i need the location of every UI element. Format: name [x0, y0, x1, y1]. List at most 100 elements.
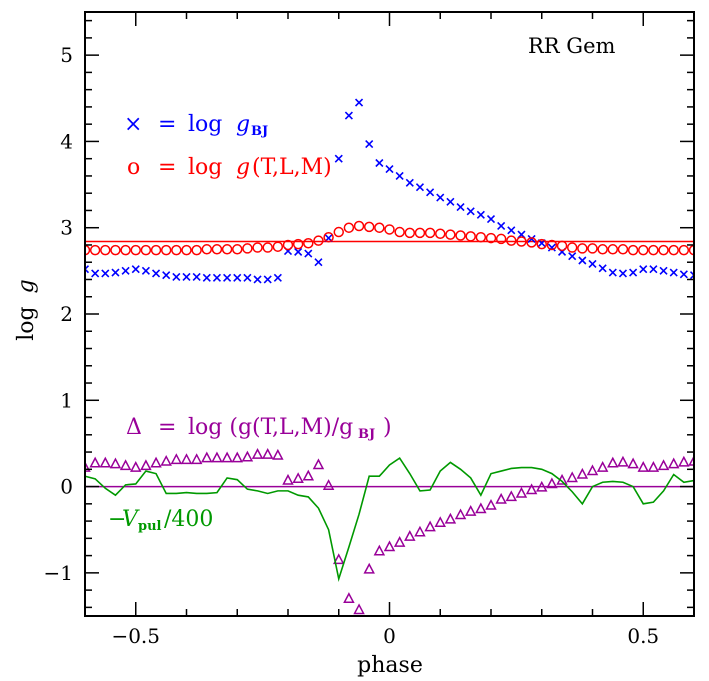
triangle-point — [190, 453, 203, 465]
triangle-point — [515, 486, 528, 498]
circle-point — [171, 244, 182, 256]
cross-point — [162, 271, 171, 280]
cross-point — [314, 258, 323, 267]
triangle-point — [607, 456, 619, 468]
legend-vpul-var: V — [122, 507, 140, 532]
cross-point — [669, 268, 678, 277]
cross-point — [415, 183, 425, 192]
triangle-point — [231, 451, 243, 463]
circle-point — [577, 243, 588, 254]
triangle-point — [495, 492, 507, 504]
cross-point — [344, 111, 353, 120]
triangle-point — [678, 455, 690, 467]
circle-point — [343, 222, 355, 233]
circle-point — [506, 235, 517, 246]
cross-point — [192, 272, 201, 281]
triangle-point — [99, 456, 112, 468]
x-axis-label: phase — [357, 653, 423, 678]
circle-point — [546, 239, 558, 251]
triangle-point — [363, 562, 375, 574]
circle-point — [282, 239, 294, 251]
circle-point — [160, 244, 172, 256]
circle-point — [89, 244, 101, 256]
circle-point — [181, 244, 192, 256]
triangle-point — [617, 455, 629, 467]
circle-point — [638, 244, 649, 256]
triangle-point — [485, 498, 497, 510]
circle-point — [85, 244, 91, 256]
triangle-point — [596, 460, 609, 472]
legend-logg-bj-sub: BJ — [251, 124, 268, 139]
circle-point — [587, 243, 598, 254]
y-axis-label-main: log — [14, 306, 39, 340]
y-tick-label: 1 — [60, 388, 73, 412]
cross-point — [141, 266, 150, 275]
cross-point — [263, 275, 272, 284]
circle-point — [536, 238, 547, 250]
circle-point — [323, 231, 334, 243]
circle-point — [617, 244, 629, 255]
circle-point — [485, 232, 497, 244]
legend-delta-eq: = — [158, 415, 176, 440]
cross-point — [456, 202, 465, 212]
circle-point — [333, 226, 344, 238]
x-tick-label: 0 — [383, 624, 396, 648]
triangle-point — [566, 471, 578, 483]
cross-point — [223, 273, 232, 282]
series-layer — [85, 98, 694, 615]
legend-logg-bj-symbol: × — [124, 112, 142, 137]
triangle-point — [647, 460, 660, 472]
triangle-point — [160, 454, 172, 466]
triangle-point — [688, 454, 694, 466]
circle-point — [110, 244, 121, 256]
circle-point — [445, 229, 456, 240]
triangle-point — [211, 451, 223, 463]
circle-point — [211, 244, 223, 255]
legend-logg-tlm: o = log g (T,L,M) — [127, 155, 332, 180]
circle-point — [313, 235, 324, 246]
cross-point — [151, 269, 161, 278]
legend-vpul-sub: pul — [138, 519, 162, 534]
circle-point — [607, 244, 619, 255]
circle-point — [262, 242, 273, 253]
legend-vpul-minus: − — [108, 507, 126, 532]
legend-logg-tlm-text: log — [188, 155, 222, 180]
triangle-point — [119, 459, 132, 471]
cross-point — [304, 249, 313, 258]
circle-point — [201, 244, 213, 255]
circle-point — [252, 242, 263, 253]
triangle-point — [444, 512, 457, 524]
cross-point — [466, 207, 475, 216]
triangle-point — [546, 477, 558, 489]
cross-point — [507, 226, 516, 235]
cross-point — [405, 178, 414, 187]
circle-point — [455, 230, 466, 241]
triangle-point — [251, 448, 264, 459]
y-tick-label: 3 — [60, 216, 73, 240]
circle-point — [648, 244, 659, 256]
triangle-point — [170, 453, 183, 465]
circle-point — [150, 244, 162, 256]
cross-point — [639, 265, 648, 274]
cross-point — [121, 266, 130, 275]
cross-point — [629, 268, 638, 277]
circle-point — [242, 243, 253, 254]
cross-point — [689, 271, 694, 280]
cross-point — [497, 221, 506, 231]
cross-point — [85, 265, 90, 274]
triangle-point — [454, 508, 467, 520]
y-tick-label: −1 — [44, 561, 73, 585]
circle-point — [465, 231, 476, 242]
circle-point — [384, 224, 395, 235]
triangle-point — [393, 536, 406, 547]
triangle-point — [586, 464, 599, 476]
legend-vpul: − V pul /400 — [108, 507, 213, 534]
circle-point — [130, 244, 141, 256]
circle-point — [394, 226, 405, 238]
circle-point — [658, 244, 669, 256]
cross-point — [334, 154, 343, 163]
triangle-point — [261, 448, 274, 459]
cross-point — [618, 269, 628, 278]
y-axis-label-var: g — [14, 279, 39, 293]
